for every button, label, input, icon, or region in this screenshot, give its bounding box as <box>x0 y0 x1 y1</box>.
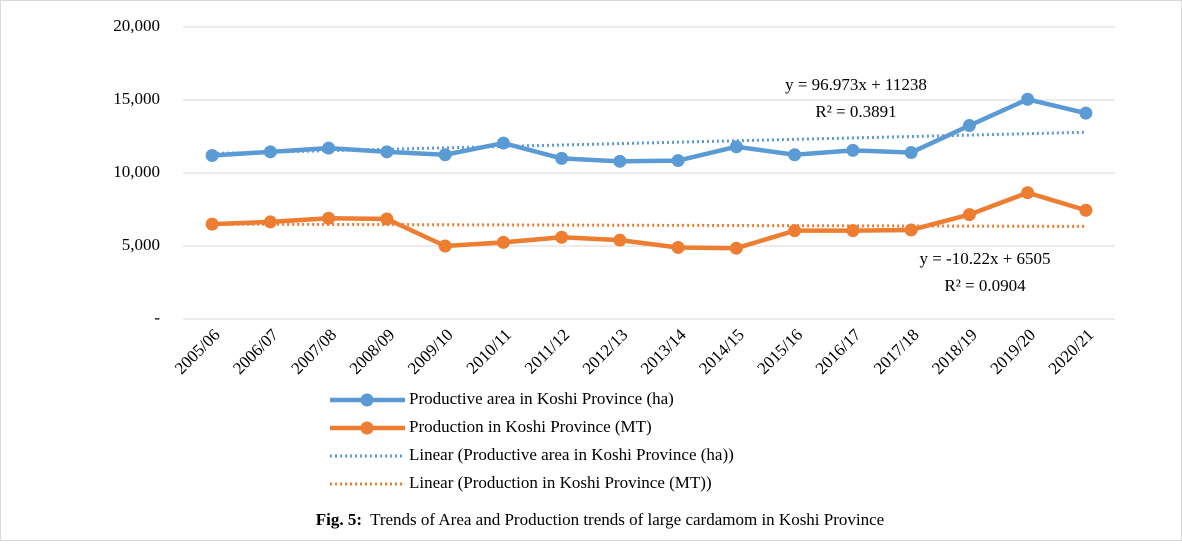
marker <box>846 143 860 157</box>
trend-line <box>212 222 1086 228</box>
marker <box>1079 203 1093 217</box>
marker <box>613 233 627 247</box>
series-line <box>211 97 1087 164</box>
marker <box>788 224 802 238</box>
x-tick-label: 2015/16 <box>753 325 806 378</box>
marker <box>380 212 394 226</box>
x-tick-label: 2020/21 <box>1045 325 1098 378</box>
x-tick-label: 2011/12 <box>521 325 573 377</box>
y-tick-label: 5,000 <box>122 235 160 254</box>
x-tick-label: 2016/17 <box>812 325 865 378</box>
x-tick-label: 2013/14 <box>637 325 690 378</box>
caption: Fig. 5: Trends of Area and Production tre… <box>316 510 884 529</box>
x-tick-label: 2008/09 <box>346 325 399 378</box>
trend-equation: y = -10.22x + 6505 <box>919 249 1050 268</box>
trend-r2: R² = 0.3891 <box>815 102 896 121</box>
marker <box>496 235 510 249</box>
marker <box>962 119 976 133</box>
marker <box>671 240 685 254</box>
x-tick-label: 2018/19 <box>928 325 981 378</box>
marker <box>962 208 976 222</box>
marker <box>1021 92 1035 106</box>
marker <box>846 224 860 238</box>
marker <box>555 230 569 244</box>
marker <box>263 215 277 229</box>
marker <box>322 211 336 225</box>
x-tick-label: 2014/15 <box>695 325 748 378</box>
legend-label: Productive area in Koshi Province (ha) <box>409 389 674 408</box>
marker <box>380 145 394 159</box>
x-tick-label: 2010/11 <box>463 325 515 377</box>
y-tick-label: 20,000 <box>113 16 160 35</box>
y-tick-label: - <box>154 308 160 327</box>
x-tick-label: 2012/13 <box>579 325 632 378</box>
legend-label: Linear (Production in Koshi Province (MT… <box>409 473 712 492</box>
trend-r2: R² = 0.0904 <box>944 276 1026 295</box>
marker <box>1079 106 1093 120</box>
x-tick-label: 2005/06 <box>171 325 224 378</box>
marker <box>904 146 918 160</box>
marker <box>904 223 918 237</box>
marker <box>205 217 219 231</box>
x-tick-label: 2017/18 <box>870 325 923 378</box>
marker <box>205 148 219 162</box>
y-tick-label: 10,000 <box>113 162 160 181</box>
series-line <box>212 190 1087 251</box>
marker <box>671 154 685 168</box>
x-tick-label: 2019/20 <box>986 325 1039 378</box>
marker <box>322 141 336 155</box>
marker <box>555 151 569 165</box>
marker <box>613 154 627 168</box>
marker <box>729 140 743 154</box>
x-tick-label: 2006/07 <box>229 325 282 378</box>
marker <box>438 239 452 253</box>
marker <box>1021 186 1035 200</box>
caption-text: Trends of Area and Production trends of … <box>370 510 884 529</box>
legend-marker <box>360 393 374 407</box>
caption-label: Fig. 5: <box>316 510 362 529</box>
marker <box>263 145 277 159</box>
x-tick-label: 2007/08 <box>287 325 340 378</box>
legend-label: Production in Koshi Province (MT) <box>409 417 652 436</box>
marker <box>438 148 452 162</box>
x-tick-label: 2009/10 <box>404 325 457 378</box>
legend-marker <box>360 421 374 435</box>
marker <box>729 241 743 255</box>
marker <box>788 148 802 162</box>
legend-label: Linear (Productive area in Koshi Provinc… <box>409 445 734 464</box>
marker <box>496 136 510 150</box>
y-tick-label: 15,000 <box>113 89 160 108</box>
trend-equation: y = 96.973x + 11238 <box>785 75 927 94</box>
